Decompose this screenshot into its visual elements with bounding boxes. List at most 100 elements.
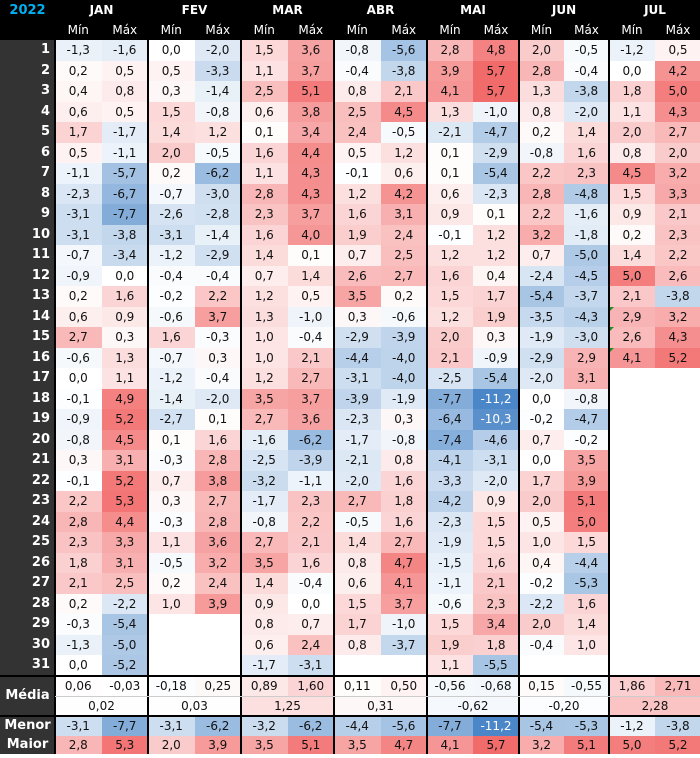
media-max-cell: -0,68 [473,675,519,696]
max-value-cell: 0,3 [194,347,241,368]
max-value-cell: 4,2 [655,60,700,81]
min-value-cell: 1,0 [519,532,564,553]
min-value-cell: 0,8 [609,142,655,163]
max-value-cell: -3,0 [194,183,241,204]
min-value-cell: -0,7 [148,347,195,368]
day-label: 4 [0,101,55,122]
media-combined-cell: 0,31 [334,695,427,716]
max-value-cell: -3,7 [380,634,427,655]
comment-flag-icon [609,347,614,353]
min-value-cell: 1,7 [519,470,564,491]
max-value-cell: 0,5 [655,40,700,61]
day-label: 14 [0,306,55,327]
min-value-cell: -2,5 [241,450,288,471]
max-value-cell: 3,2 [655,306,700,327]
min-value-cell: -5,4 [519,286,564,307]
min-value-cell: 1,2 [241,368,288,389]
max-value-cell: 5,2 [101,409,148,430]
min-value-cell: -1,6 [241,429,288,450]
min-value-cell: -4,2 [427,491,473,512]
min-value-cell: 0,6 [241,101,288,122]
max-col-header: Máx [380,21,427,40]
day-label: 3 [0,81,55,102]
day-label: 7 [0,163,55,184]
year-label: 2022 [0,0,55,21]
max-value-cell: -3,7 [564,286,609,307]
min-value-cell: 0,4 [55,81,102,102]
max-value-cell: 1,2 [473,224,519,245]
empty-cell [609,511,700,532]
min-value-cell: -7,4 [427,429,473,450]
max-value-cell: 0,2 [380,286,427,307]
day-label: 23 [0,491,55,512]
min-value-cell: 0,6 [55,101,102,122]
min-value-cell: 0,6 [334,573,381,594]
max-value-cell: -0,5 [380,122,427,143]
min-value-cell: -0,9 [55,265,102,286]
min-value-cell: -2,5 [427,368,473,389]
max-value-cell: -0,3 [194,327,241,348]
max-value-cell: -3,1 [287,655,334,676]
menor-max-cell: -6,2 [287,715,334,736]
max-value-cell: 0,1 [473,204,519,225]
month-header-jul: JUL [609,0,700,21]
max-value-cell: 2,3 [287,491,334,512]
menor-min-cell: -3,2 [241,715,288,736]
min-value-cell: 0,3 [334,306,381,327]
min-value-cell: -3,3 [427,470,473,491]
max-value-cell: -0,4 [287,327,334,348]
max-value-cell: 1,4 [564,614,609,635]
media-combined-cell: -0,20 [519,695,609,716]
min-value-cell: 1,4 [609,245,655,266]
max-value-cell: 3,7 [287,204,334,225]
max-value-cell: 2,0 [655,142,700,163]
min-value-cell: 0,3 [55,450,102,471]
min-value-cell: 1,1 [609,101,655,122]
maior-max-cell: 5,3 [101,735,148,754]
max-value-cell: 3,5 [564,450,609,471]
min-value-cell: 0,8 [334,552,381,573]
min-value-cell: 0,2 [55,60,102,81]
media-max-cell: -0,03 [101,675,148,696]
day-label: 21 [0,450,55,471]
max-value-cell: 2,7 [380,265,427,286]
max-value-cell: 3,1 [564,368,609,389]
comment-flag-icon [609,306,614,312]
max-value-cell: -0,8 [194,101,241,122]
max-col-header: Máx [655,21,700,40]
day-label: 13 [0,286,55,307]
max-value-cell: 2,6 [655,265,700,286]
max-value-cell: -3,8 [101,224,148,245]
day-label: 20 [0,429,55,450]
max-value-cell: 1,7 [473,286,519,307]
max-value-cell: -1,9 [380,388,427,409]
media-max-cell: 2,71 [655,675,700,696]
min-value-cell: 0,6 [427,183,473,204]
min-value-cell: 0,2 [519,122,564,143]
min-value-cell: 0,4 [519,552,564,573]
max-value-cell: -10,3 [473,409,519,430]
min-value-cell: -2,3 [427,511,473,532]
empty-cell [609,470,700,491]
month-header-abr: ABR [334,0,427,21]
max-value-cell: 2,4 [194,573,241,594]
max-value-cell: -1,0 [380,614,427,635]
min-value-cell: 1,0 [241,347,288,368]
empty-cell [609,409,700,430]
max-value-cell: 1,4 [287,265,334,286]
max-value-cell: 3,3 [655,183,700,204]
max-value-cell: -4,3 [564,306,609,327]
min-value-cell: -6,4 [427,409,473,430]
min-value-cell: 2,7 [241,409,288,430]
min-value-cell: 0,9 [241,593,288,614]
max-value-cell: -3,8 [655,286,700,307]
min-value-cell: 2,7 [55,327,102,348]
max-value-cell: 5,7 [473,60,519,81]
month-header-fev: FEV [148,0,241,21]
day-label: 26 [0,552,55,573]
max-value-cell: 1,5 [473,511,519,532]
max-value-cell: -5,2 [101,655,148,676]
day-label: 10 [0,224,55,245]
max-value-cell: 3,9 [564,470,609,491]
max-value-cell: -5,0 [564,245,609,266]
